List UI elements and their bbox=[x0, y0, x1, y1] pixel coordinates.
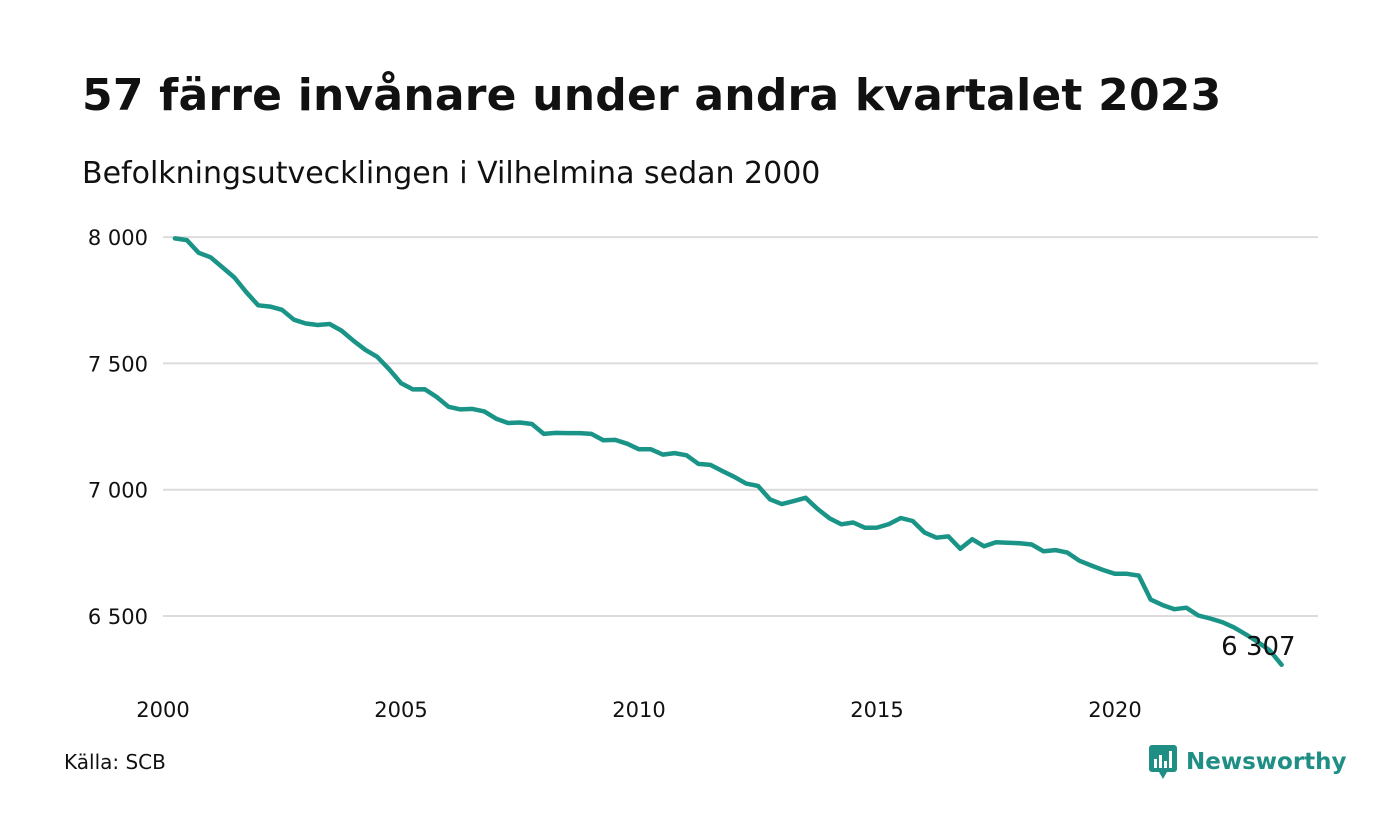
chart-title: 57 färre invånare under andra kvartalet … bbox=[82, 70, 1222, 121]
x-tick-label: 2005 bbox=[374, 698, 427, 722]
chart-subtitle: Befolkningsutvecklingen i Vilhelmina sed… bbox=[82, 156, 821, 191]
x-tick-label: 2015 bbox=[850, 698, 903, 722]
y-tick-label: 8 000 bbox=[88, 226, 148, 250]
end-value-label: 6 307 bbox=[1221, 632, 1295, 662]
newsworthy-logo: Newsworthy bbox=[1148, 744, 1347, 780]
newsworthy-logo-text: Newsworthy bbox=[1186, 749, 1347, 775]
population-series-line bbox=[172, 236, 1284, 668]
x-tick-label: 2000 bbox=[136, 698, 189, 722]
y-tick-label: 7 500 bbox=[88, 352, 148, 376]
x-tick-label: 2020 bbox=[1088, 698, 1141, 722]
newsworthy-logo-icon bbox=[1149, 745, 1177, 779]
y-tick-label: 7 000 bbox=[88, 479, 148, 503]
x-tick-label: 2010 bbox=[612, 698, 665, 722]
y-tick-label: 6 500 bbox=[88, 605, 148, 629]
source-note: Källa: SCB bbox=[64, 750, 166, 774]
